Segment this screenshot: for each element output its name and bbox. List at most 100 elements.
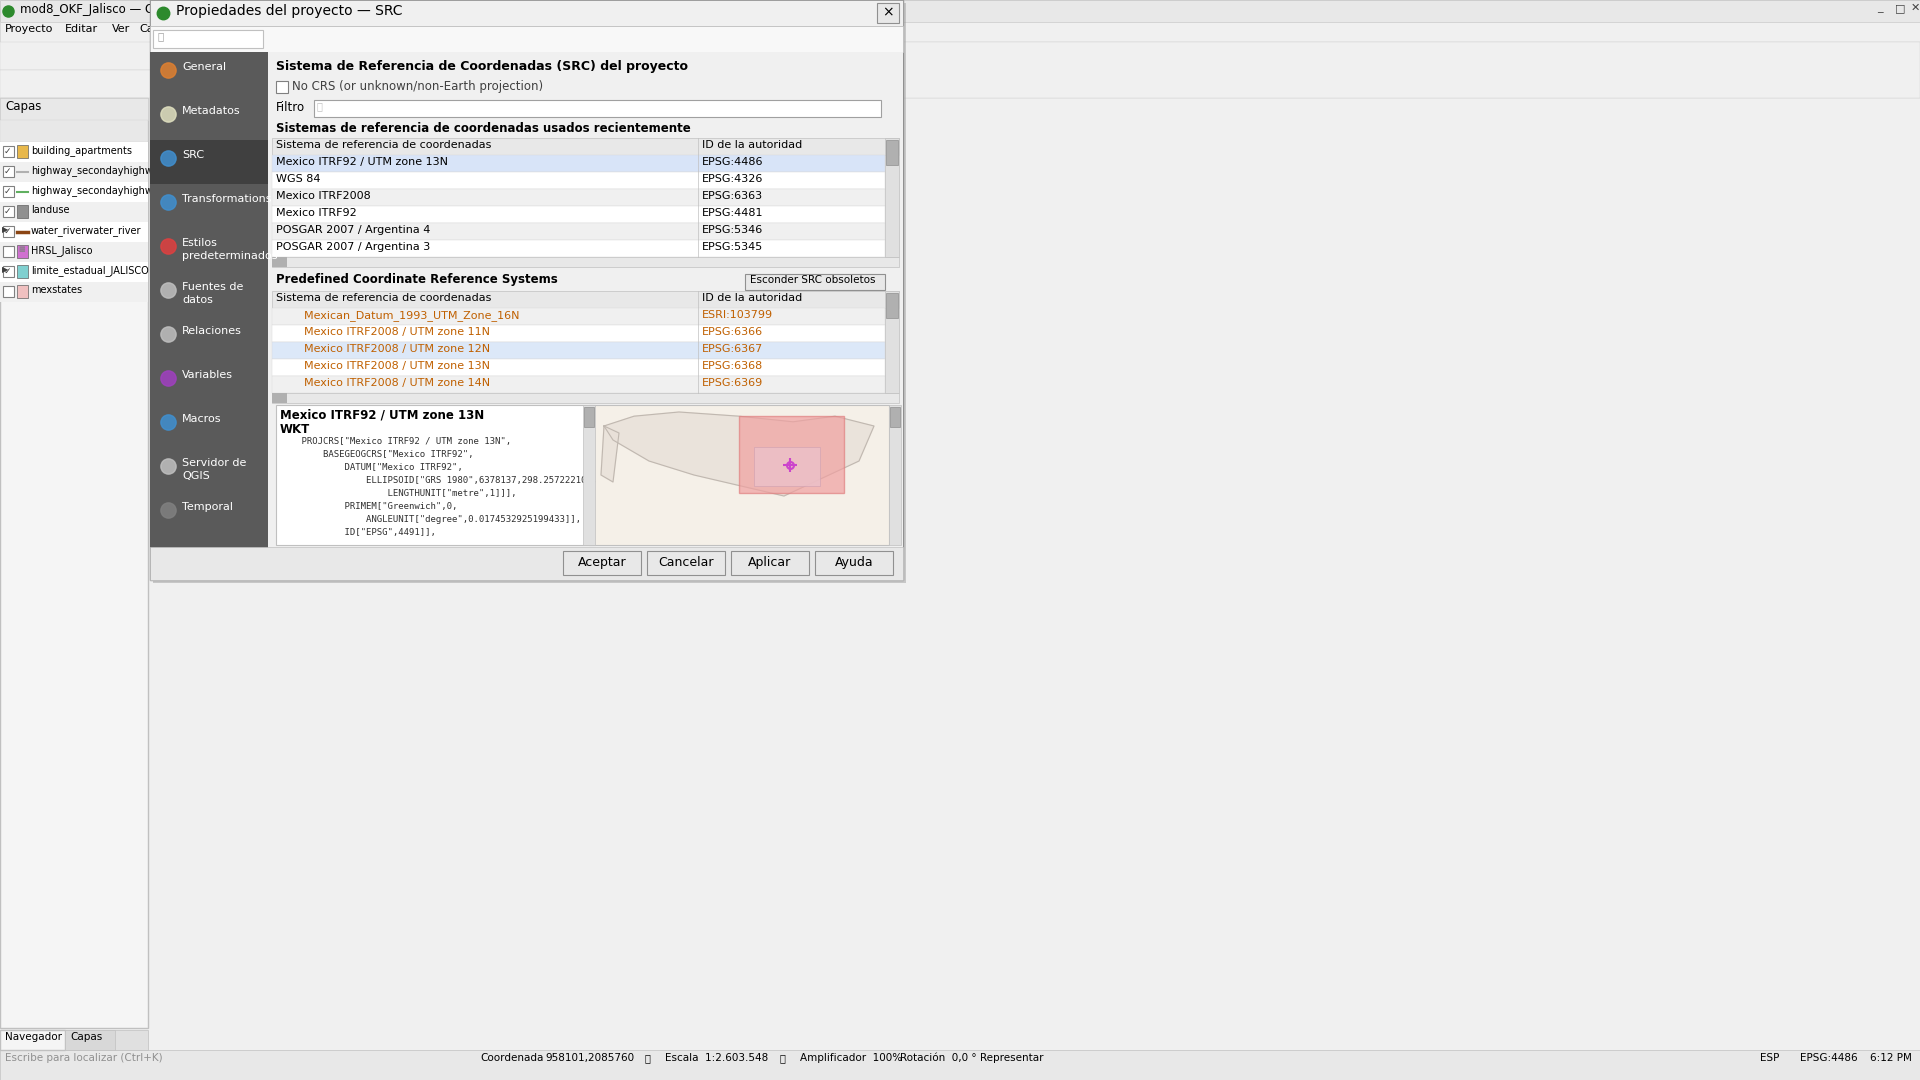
Bar bbox=[814, 551, 893, 575]
Bar bbox=[4, 186, 13, 197]
Text: POSGAR 2007 / Argentina 3: POSGAR 2007 / Argentina 3 bbox=[276, 242, 430, 252]
Text: 6:12 PM: 6:12 PM bbox=[1870, 1053, 1912, 1063]
Text: ELLIPSOID["GRS 1980",6378137,298.257222101,: ELLIPSOID["GRS 1980",6378137,298.2572221… bbox=[280, 476, 597, 485]
Bar bbox=[150, 228, 269, 272]
Bar bbox=[0, 162, 148, 183]
Text: Mexico ITRF92: Mexico ITRF92 bbox=[276, 208, 357, 218]
Bar bbox=[885, 138, 899, 257]
Text: Ayuda: Ayuda bbox=[835, 556, 874, 569]
Text: ✓: ✓ bbox=[4, 267, 12, 276]
Text: Cancelar: Cancelar bbox=[659, 556, 714, 569]
Text: Sistema de Referencia de Coordenadas (SRC) del proyecto: Sistema de Referencia de Coordenadas (SR… bbox=[276, 60, 687, 73]
Bar bbox=[17, 205, 29, 218]
Bar bbox=[273, 257, 899, 267]
Text: building_apartments: building_apartments bbox=[31, 145, 132, 156]
Bar bbox=[150, 96, 269, 140]
Bar bbox=[0, 262, 148, 282]
Text: ID["EPSG",4491]],: ID["EPSG",4491]], bbox=[280, 528, 436, 537]
Bar bbox=[584, 407, 593, 427]
Text: ▦: ▦ bbox=[17, 246, 25, 252]
Bar bbox=[273, 240, 885, 257]
Text: ▶: ▶ bbox=[2, 265, 8, 274]
Text: WGS 84: WGS 84 bbox=[276, 174, 321, 184]
Bar bbox=[65, 1030, 115, 1050]
Bar bbox=[273, 172, 885, 189]
Text: EPSG:6369: EPSG:6369 bbox=[703, 378, 764, 388]
Text: Escribe para localizar (Ctrl+K): Escribe para localizar (Ctrl+K) bbox=[6, 1053, 163, 1063]
Text: ESP: ESP bbox=[1761, 1053, 1780, 1063]
Bar bbox=[0, 242, 148, 262]
Text: Mexico ITRF2008 / UTM zone 12N: Mexico ITRF2008 / UTM zone 12N bbox=[276, 345, 490, 354]
Text: Capas: Capas bbox=[69, 1032, 102, 1042]
Text: ID de la autoridad: ID de la autoridad bbox=[703, 293, 803, 303]
Bar bbox=[0, 141, 148, 162]
Bar bbox=[150, 272, 269, 316]
Text: Temporal: Temporal bbox=[182, 502, 232, 512]
Text: QGIS: QGIS bbox=[182, 471, 209, 481]
Bar bbox=[0, 202, 148, 222]
Text: ✕: ✕ bbox=[1910, 3, 1920, 13]
Text: Aceptar: Aceptar bbox=[578, 556, 626, 569]
Text: Mexico ITRF2008 / UTM zone 14N: Mexico ITRF2008 / UTM zone 14N bbox=[276, 378, 490, 388]
Bar bbox=[150, 52, 269, 580]
Text: POSGAR 2007 / Argentina 4: POSGAR 2007 / Argentina 4 bbox=[276, 225, 430, 235]
Text: Mexico ITRF2008 / UTM zone 11N: Mexico ITRF2008 / UTM zone 11N bbox=[276, 327, 490, 337]
Text: Relaciones: Relaciones bbox=[182, 326, 242, 336]
Text: Sistemas de referencia de coordenadas usados recientemente: Sistemas de referencia de coordenadas us… bbox=[276, 122, 691, 135]
Bar bbox=[273, 393, 899, 403]
Bar bbox=[273, 359, 885, 376]
Text: Mexico ITRF2008: Mexico ITRF2008 bbox=[276, 191, 371, 201]
Bar bbox=[4, 246, 13, 257]
Bar bbox=[885, 140, 899, 165]
Text: highway_secondayhighwa...: highway_secondayhighwa... bbox=[31, 165, 167, 176]
Text: Sistema de referencia de coordenadas: Sistema de referencia de coordenadas bbox=[276, 140, 492, 150]
Bar bbox=[273, 393, 286, 403]
Bar bbox=[4, 226, 13, 237]
Text: Estilos: Estilos bbox=[182, 238, 217, 248]
Bar bbox=[584, 405, 595, 545]
Bar bbox=[877, 3, 899, 23]
Text: No CRS (or unknown/non-Earth projection): No CRS (or unknown/non-Earth projection) bbox=[292, 80, 543, 93]
Polygon shape bbox=[605, 411, 874, 496]
Bar bbox=[273, 257, 286, 267]
Bar bbox=[0, 0, 1920, 22]
Bar bbox=[150, 546, 902, 580]
Text: EPSG:6368: EPSG:6368 bbox=[703, 361, 764, 372]
Text: Editar: Editar bbox=[65, 24, 98, 33]
Bar bbox=[276, 81, 288, 93]
Bar bbox=[150, 184, 269, 228]
Bar bbox=[0, 222, 148, 242]
Text: mod8_OKF_Jalisco — QGIS: mod8_OKF_Jalisco — QGIS bbox=[19, 3, 175, 16]
Text: WKT: WKT bbox=[280, 423, 311, 436]
Text: EPSG:4481: EPSG:4481 bbox=[703, 208, 764, 218]
Bar bbox=[273, 325, 885, 342]
Text: Rotación  0,0 °: Rotación 0,0 ° bbox=[900, 1053, 977, 1063]
Text: Coordenada: Coordenada bbox=[480, 1053, 543, 1063]
Text: ✓: ✓ bbox=[4, 147, 12, 156]
Text: Metadatos: Metadatos bbox=[182, 106, 240, 116]
Text: Ráster: Ráster bbox=[419, 24, 455, 33]
Bar bbox=[150, 448, 269, 492]
Text: ✓: ✓ bbox=[4, 227, 12, 237]
Bar bbox=[276, 405, 595, 545]
Text: 🔍: 🔍 bbox=[157, 31, 163, 41]
Text: Mexican_Datum_1993_UTM_Zone_16N: Mexican_Datum_1993_UTM_Zone_16N bbox=[276, 310, 520, 321]
Text: Complementos: Complementos bbox=[267, 24, 349, 33]
Bar bbox=[273, 222, 885, 240]
Text: Malla: Malla bbox=[586, 24, 614, 33]
Bar bbox=[4, 166, 13, 177]
Bar bbox=[732, 551, 808, 575]
Bar bbox=[563, 551, 641, 575]
Text: Configuración: Configuración bbox=[173, 24, 252, 35]
Text: Mexico ITRF92 / UTM zone 13N: Mexico ITRF92 / UTM zone 13N bbox=[276, 157, 447, 167]
Text: Filtro: Filtro bbox=[276, 102, 305, 114]
Text: Escala  1:2.603.548: Escala 1:2.603.548 bbox=[664, 1053, 768, 1063]
Text: ✓: ✓ bbox=[4, 187, 12, 195]
Bar bbox=[891, 407, 900, 427]
Text: General: General bbox=[182, 62, 227, 72]
Polygon shape bbox=[601, 426, 618, 482]
Text: EPSG:6367: EPSG:6367 bbox=[703, 345, 764, 354]
Text: 🔍: 🔍 bbox=[780, 1053, 785, 1063]
Text: Fuentes de: Fuentes de bbox=[182, 282, 244, 292]
Bar bbox=[885, 291, 899, 393]
